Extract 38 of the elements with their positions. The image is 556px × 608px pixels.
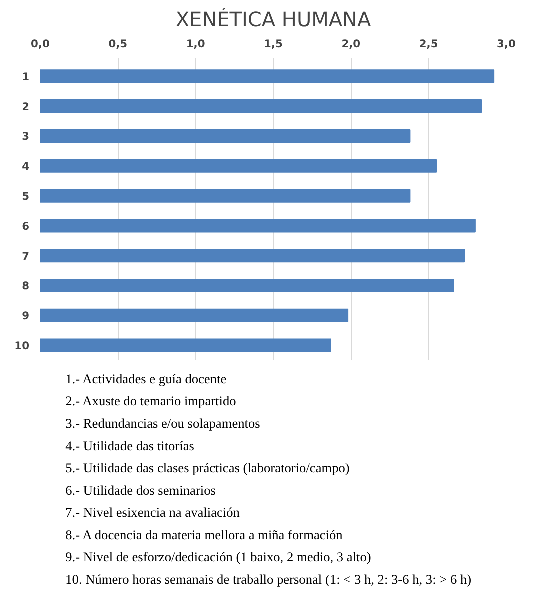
text: 5.- Utilidade das clases prácticas (laboratorio/campo) [66, 460, 350, 476]
chart-title: XENÉTICA HUMANA [176, 8, 372, 32]
bar [40, 308, 349, 322]
text: 1.- Actividades e guía docente [66, 371, 227, 386]
y-tick-label: 10 [14, 340, 30, 353]
bar [40, 219, 476, 233]
x-tick-label: 1,0 [186, 38, 206, 50]
text: 10. Número horas semanais de traballo personal (1: < 3 h, 2: 3-6 h, 3: > 6 h) [66, 572, 472, 588]
y-tick-label: 7 [22, 250, 30, 263]
text: 2.- Axuste do temario impartido [66, 394, 237, 409]
y-tick-label: 4 [22, 160, 30, 174]
x-tick-label: 0,0 [31, 38, 50, 50]
x-tick-label: 2,0 [342, 38, 361, 50]
bar [40, 159, 438, 173]
y-tick-label: 3 [22, 130, 30, 144]
y-tick-label: 6 [22, 220, 30, 233]
x-tick-label: 1,5 [264, 38, 283, 50]
text: 3.- Redundancias e/ou solapamentos [66, 416, 260, 431]
y-tick-label: 9 [22, 310, 30, 323]
text: 6.- Utilidade dos seminarios [66, 482, 216, 498]
bar [40, 189, 411, 203]
bar [40, 278, 454, 293]
bar [40, 338, 332, 352]
bar [40, 70, 495, 84]
y-tick-label: 2 [22, 100, 30, 114]
text: 7.- Nivel esixencia na avaliación [66, 505, 240, 520]
x-tick-label: 3,0 [497, 38, 516, 50]
text: 9.- Nivel de esforzo/dedicación (1 baixo, 2 medio, 3 alto) [66, 550, 372, 565]
x-tick-label: 0,5 [108, 38, 128, 50]
bar [40, 249, 466, 263]
y-tick-label: 5 [22, 190, 30, 204]
x-tick-label: 2,5 [419, 38, 438, 50]
y-tick-label: 8 [22, 280, 30, 293]
bar [40, 100, 482, 114]
text: 8.- A docencia da materia mellora a miña formación [66, 527, 344, 542]
bar [40, 129, 411, 144]
text: 4.- Utilidade das titorías [66, 438, 194, 454]
y-tick-label: 1 [22, 70, 30, 84]
